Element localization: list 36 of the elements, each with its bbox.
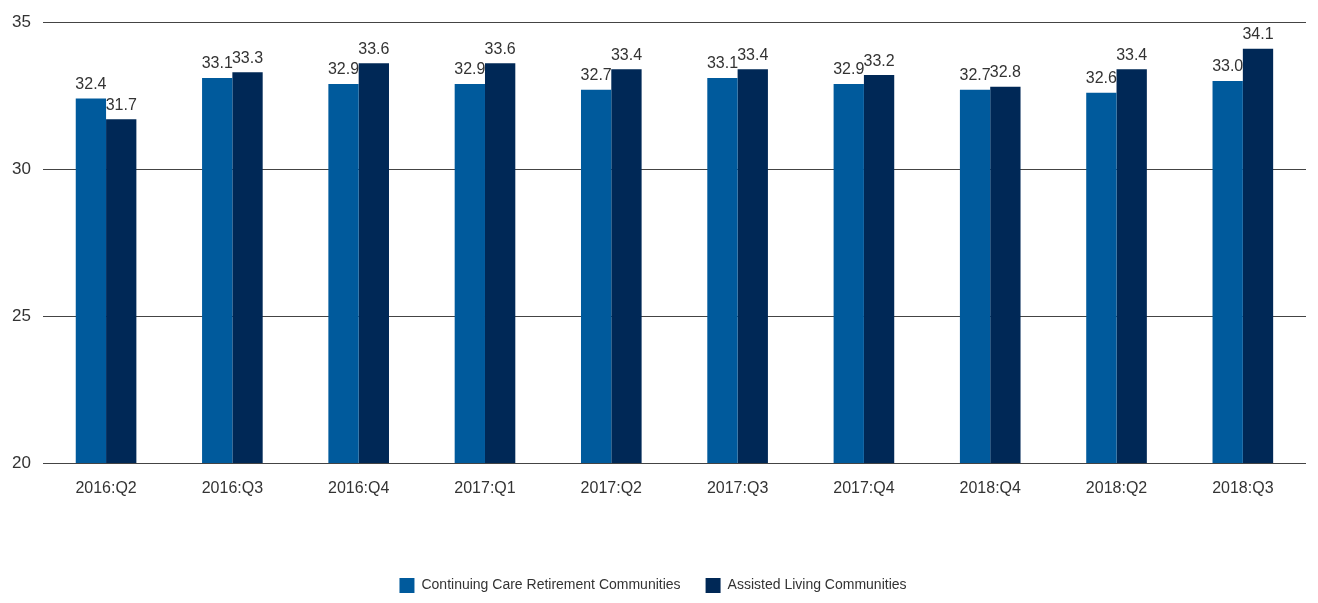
data-label: 32.4: [75, 75, 107, 93]
data-label: 33.3: [231, 48, 264, 66]
y-tick-label: 35: [11, 11, 31, 31]
x-tick-label: 2018:Q4: [959, 479, 1022, 497]
data-label: 33.2: [863, 51, 895, 69]
data-label: 32.8: [989, 63, 1022, 81]
data-label: 32.7: [959, 66, 991, 84]
data-label: 32.6: [1085, 69, 1118, 87]
data-label: 33.0: [1212, 57, 1244, 75]
y-tick-label: 30: [11, 158, 31, 178]
legend-label: Continuing Care Retirement Communities: [421, 576, 681, 593]
data-label: 33.4: [737, 45, 769, 63]
data-label: 33.1: [201, 54, 233, 72]
x-tick-label: 2018:Q3: [1212, 479, 1274, 497]
x-tick-label: 2016:Q2: [75, 479, 137, 497]
data-label: 31.7: [105, 95, 137, 113]
x-tick-label: 2017:Q1: [454, 479, 516, 497]
y-tick-label: 25: [11, 305, 31, 325]
data-label: 33.4: [1116, 45, 1148, 63]
data-label: 32.9: [454, 60, 486, 78]
data-label: 33.1: [706, 54, 739, 72]
x-tick-label: 2017:Q4: [833, 479, 895, 497]
x-tick-label: 2017:Q3: [706, 479, 769, 497]
x-tick-label: 2016:Q4: [327, 479, 390, 497]
data-label: 34.1: [1242, 25, 1274, 43]
data-label: 33.6: [358, 39, 390, 57]
data-label: 32.9: [327, 60, 360, 78]
data-label: 32.7: [580, 66, 612, 84]
data-label: 33.4: [610, 45, 643, 63]
data-label: 32.9: [833, 60, 865, 78]
data-label: 33.6: [484, 39, 516, 57]
legend-label: Assisted Living Communities: [727, 576, 907, 593]
x-tick-label: 2018:Q2: [1085, 479, 1148, 497]
x-tick-label: 2017:Q2: [580, 479, 643, 497]
x-tick-label: 2016:Q3: [201, 479, 264, 497]
y-tick-label: 20: [11, 452, 31, 472]
